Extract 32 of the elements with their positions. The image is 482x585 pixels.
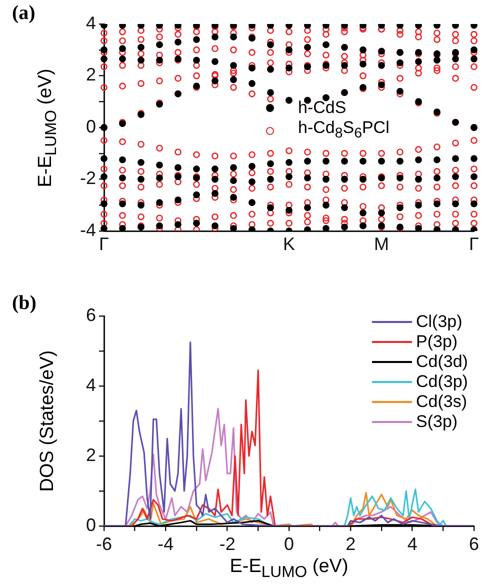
x-tick-label: -6 bbox=[96, 534, 112, 554]
x-tick-label: Γ bbox=[469, 234, 480, 254]
legend-label: h-Cd$_{8}$S$_{6}$PCl bbox=[298, 118, 390, 144]
x-tick-label: 4 bbox=[407, 534, 418, 554]
y-tick-label: 6 bbox=[86, 304, 96, 325]
chart-title: (a) bbox=[12, 2, 36, 25]
legend-label: h-CdS bbox=[298, 98, 346, 118]
y-tick-label: 0 bbox=[86, 116, 96, 136]
legend-label: Cd(3d) bbox=[416, 352, 468, 372]
y-tick-label: 4 bbox=[86, 12, 96, 33]
x-tick-label: -4 bbox=[158, 534, 174, 554]
x-tick-label: 0 bbox=[284, 534, 294, 554]
x-tick-label: 2 bbox=[346, 534, 356, 554]
x-tick-label: 6 bbox=[468, 534, 479, 554]
x-axis-title: E-E$_{LUMO}$ (eV) bbox=[230, 556, 348, 582]
y-tick-label: -2 bbox=[80, 168, 96, 188]
y-tick-label: 2 bbox=[86, 444, 96, 465]
y-tick-label: -4 bbox=[80, 220, 96, 240]
x-tick-label: K bbox=[282, 234, 296, 254]
y-tick-label: 0 bbox=[86, 514, 96, 535]
legend-label: Cl(3p) bbox=[416, 312, 462, 332]
y-tick-label: 4 bbox=[86, 374, 96, 395]
x-tick-label: -2 bbox=[219, 534, 236, 554]
y-axis-title: DOS (States/eV) bbox=[37, 350, 59, 492]
chart-title: (b) bbox=[12, 292, 36, 315]
x-tick-label: Γ bbox=[99, 234, 110, 254]
x-tick-label: M bbox=[374, 234, 389, 254]
legend-label: Cd(3p) bbox=[416, 372, 468, 392]
legend-label: S(3p) bbox=[416, 412, 458, 432]
legend-label: Cd(3s) bbox=[416, 392, 468, 412]
legend-label: P(3p) bbox=[416, 332, 458, 352]
y-tick-label: 2 bbox=[86, 64, 96, 85]
